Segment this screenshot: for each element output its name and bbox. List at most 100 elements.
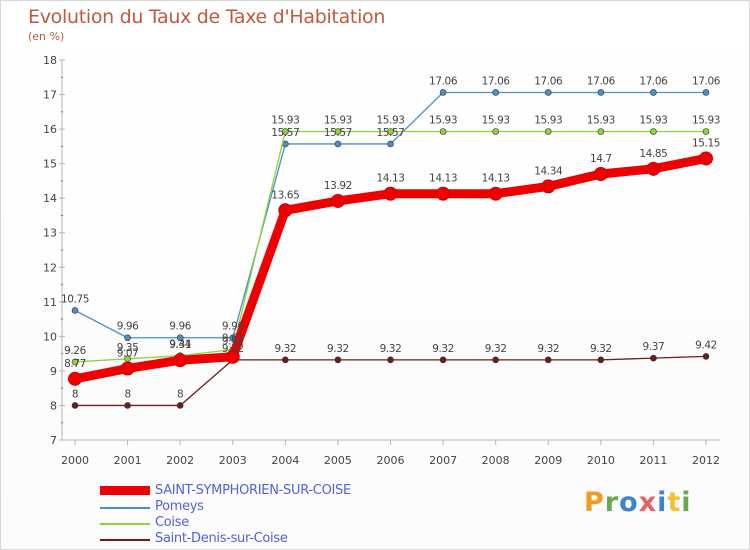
data-point [173,353,188,368]
data-label: 10.75 [61,293,89,305]
data-point [225,349,240,364]
x-tick-label: 2000 [61,454,89,467]
data-label: 9.96 [117,321,139,333]
data-label: 9.32 [380,343,402,355]
logo-letter: P [584,487,605,518]
x-tick-label: 2008 [482,454,510,467]
data-label: 9.32 [485,343,507,355]
data-label: 15.93 [482,115,510,127]
data-label: 9.32 [590,343,612,355]
data-point [124,334,131,342]
logo-letter: r [604,487,620,518]
data-point [124,402,131,409]
logo-letter: i [681,487,692,518]
data-point [334,140,342,148]
y-tick-label: 15 [43,158,57,171]
logo-letter: i [657,487,668,518]
x-tick-label: 2001 [114,454,142,467]
data-point [278,203,293,218]
legend-label: Pomeys [155,499,204,514]
data-label: 9.37 [643,341,665,353]
data-point [387,128,394,135]
data-point [702,128,710,135]
data-point [597,128,605,135]
data-point [120,361,135,376]
data-label: 15.57 [376,127,404,139]
data-label: 15.93 [639,115,667,127]
data-point [282,128,289,135]
data-label: 14.13 [482,173,510,185]
data-label: 13.92 [324,180,352,192]
x-tick-label: 2010 [587,454,615,467]
data-point [650,89,657,96]
data-label: 9.07 [117,347,139,359]
data-label: 9.32 [327,343,349,355]
data-label: 17.06 [482,75,511,87]
data-label: 8 [177,388,183,400]
data-label: 17.06 [692,75,721,87]
data-point [68,371,82,386]
y-tick-label: 18 [43,54,57,67]
data-point [71,307,79,314]
data-label: 17.06 [587,75,616,87]
data-point [597,89,605,96]
x-tick-label: 2012 [692,454,720,467]
data-label: 9.41 [222,336,244,348]
legend-label: Coise [155,515,189,530]
data-point [71,402,79,409]
legend-label: Saint-Denis-sur-Coise [155,531,288,546]
data-label: 14.13 [376,173,404,185]
data-label: 15.93 [324,115,352,127]
data-point [334,128,342,135]
data-point [176,334,184,342]
data-label: 9.32 [537,343,559,355]
data-point [383,186,398,201]
data-label: 17.06 [534,75,563,87]
data-label: 9.96 [222,321,244,333]
logo-letter: x [638,487,658,518]
data-point [282,356,289,364]
data-point [492,89,499,96]
y-tick-label: 16 [43,123,57,136]
data-label: 15.93 [376,115,404,127]
data-point [176,402,184,409]
data-label: 15.93 [692,115,720,127]
legend-swatch [100,539,150,541]
data-point [71,358,79,366]
y-tick-label: 8 [50,399,57,412]
legend-swatch [100,507,150,509]
x-tick-label: 2003 [219,454,247,467]
data-label: 8.77 [64,358,86,370]
data-point [492,356,499,364]
data-label: 14.34 [534,165,563,177]
data-label: 15.57 [324,127,352,139]
data-label: 9.32 [222,343,244,355]
data-point [387,140,394,148]
data-point [650,354,657,362]
x-tick-label: 2009 [534,454,562,467]
data-point [650,128,657,135]
legend-swatch [100,486,150,495]
data-point [646,161,661,176]
data-label: 15.93 [429,115,457,127]
data-point [436,186,451,201]
data-label: 8 [72,388,78,400]
data-label: 15.93 [587,115,615,127]
data-point [334,356,342,364]
data-label: 9.26 [64,345,86,357]
data-point [544,128,552,135]
data-point [702,89,710,96]
data-label: 9.32 [432,343,454,355]
x-tick-label: 2005 [324,454,352,467]
data-point [544,89,552,96]
data-label: 9.35 [117,342,139,354]
legend-swatch [100,523,150,525]
data-label: 15.57 [271,127,299,139]
data-label: 17.06 [429,75,458,87]
y-tick-label: 11 [43,296,57,309]
x-tick-label: 2011 [639,454,667,467]
y-tick-label: 7 [50,434,57,447]
data-label: 13.65 [271,189,299,201]
